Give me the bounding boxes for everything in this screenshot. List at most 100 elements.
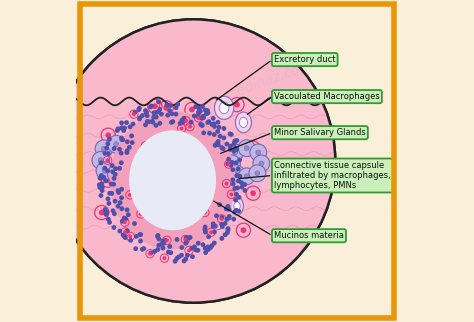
Circle shape (112, 146, 117, 151)
Circle shape (151, 115, 156, 119)
Ellipse shape (138, 134, 156, 159)
Circle shape (211, 222, 216, 226)
Circle shape (236, 178, 241, 183)
Circle shape (131, 121, 136, 126)
Circle shape (217, 202, 222, 207)
Circle shape (119, 126, 125, 130)
Circle shape (210, 243, 214, 248)
Circle shape (155, 233, 160, 238)
Circle shape (98, 185, 102, 190)
Circle shape (173, 105, 179, 110)
Circle shape (106, 196, 110, 201)
Circle shape (119, 151, 124, 156)
Circle shape (144, 111, 149, 116)
Ellipse shape (234, 202, 240, 211)
Ellipse shape (118, 162, 137, 180)
Circle shape (184, 235, 189, 240)
Circle shape (116, 188, 120, 193)
Circle shape (237, 195, 241, 200)
Text: Mucinos materia: Mucinos materia (274, 231, 344, 240)
Circle shape (97, 183, 102, 187)
Circle shape (111, 225, 116, 230)
Circle shape (113, 166, 118, 171)
Circle shape (198, 109, 203, 114)
Circle shape (137, 107, 141, 112)
Circle shape (226, 204, 230, 209)
Circle shape (168, 103, 173, 108)
Circle shape (228, 163, 233, 167)
Circle shape (181, 120, 185, 125)
Circle shape (225, 142, 229, 147)
Circle shape (156, 243, 161, 248)
Circle shape (203, 224, 208, 229)
Circle shape (145, 113, 150, 118)
Circle shape (163, 105, 169, 111)
Circle shape (121, 232, 126, 237)
Circle shape (221, 146, 226, 151)
Circle shape (230, 160, 235, 165)
Circle shape (218, 134, 222, 139)
Circle shape (105, 168, 110, 173)
Circle shape (203, 211, 207, 214)
Circle shape (197, 106, 201, 110)
Circle shape (229, 161, 235, 166)
Circle shape (157, 121, 162, 126)
Circle shape (223, 221, 228, 226)
Circle shape (203, 250, 208, 255)
Circle shape (129, 133, 134, 138)
Circle shape (174, 256, 179, 261)
Circle shape (152, 249, 157, 254)
Circle shape (188, 235, 192, 240)
Circle shape (163, 256, 166, 260)
Circle shape (224, 217, 229, 222)
Circle shape (243, 188, 247, 193)
Text: Connective tissue capsule
infiltrated by macrophages,
lymphocytes, PMNs: Connective tissue capsule infiltrated by… (274, 161, 391, 190)
Circle shape (134, 234, 139, 239)
Circle shape (167, 244, 172, 249)
Circle shape (205, 108, 210, 113)
Circle shape (101, 175, 106, 180)
Circle shape (155, 234, 160, 239)
Ellipse shape (210, 208, 226, 230)
Text: www.medinaz.com: www.medinaz.com (100, 104, 193, 154)
Circle shape (182, 259, 186, 263)
Circle shape (116, 204, 120, 209)
Circle shape (117, 147, 122, 152)
Circle shape (165, 113, 170, 118)
Circle shape (193, 104, 198, 109)
Circle shape (228, 131, 232, 136)
Circle shape (194, 248, 199, 252)
Circle shape (114, 142, 119, 147)
Circle shape (103, 212, 109, 217)
Circle shape (244, 146, 249, 151)
Circle shape (138, 239, 143, 243)
Circle shape (149, 104, 154, 109)
Circle shape (184, 239, 189, 244)
Circle shape (110, 208, 116, 213)
Circle shape (230, 167, 235, 172)
Ellipse shape (108, 165, 125, 183)
Circle shape (178, 121, 182, 126)
Circle shape (206, 111, 210, 116)
Circle shape (161, 239, 165, 243)
Circle shape (122, 234, 127, 239)
Circle shape (123, 235, 128, 240)
Circle shape (234, 192, 239, 197)
Circle shape (255, 171, 260, 176)
Circle shape (120, 137, 125, 142)
Circle shape (102, 151, 107, 156)
Circle shape (119, 187, 124, 192)
Circle shape (203, 108, 208, 113)
Circle shape (100, 175, 104, 180)
Circle shape (124, 120, 129, 125)
Circle shape (234, 146, 239, 151)
Circle shape (174, 237, 180, 242)
Circle shape (202, 227, 207, 232)
Circle shape (163, 238, 168, 243)
Circle shape (233, 146, 237, 151)
Circle shape (209, 231, 213, 234)
Circle shape (232, 138, 237, 143)
Circle shape (130, 140, 135, 145)
Circle shape (183, 241, 188, 246)
Circle shape (236, 209, 241, 213)
